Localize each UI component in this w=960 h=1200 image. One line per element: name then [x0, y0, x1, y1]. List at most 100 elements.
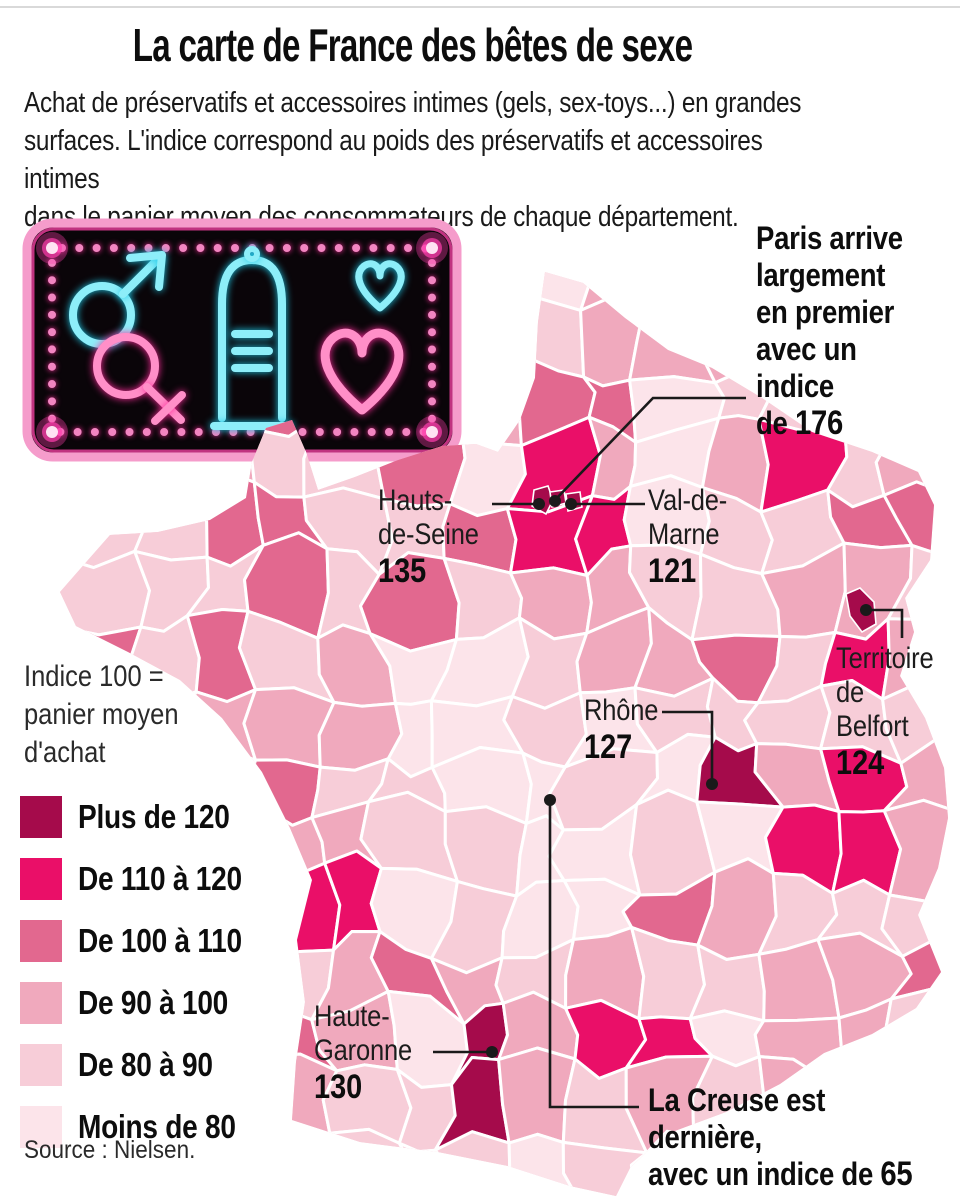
- department-cell: [120, 1060, 210, 1144]
- legend-note: Indice 100 = panier moyen d'achat: [24, 660, 179, 769]
- department-cell: [60, 818, 78, 876]
- legend-item: De 80 à 90: [20, 1044, 236, 1086]
- department-cell: [70, 733, 148, 826]
- department-cell: [954, 802, 960, 897]
- department-cell: [0, 928, 52, 1032]
- legend-label: De 100 à 110: [78, 922, 242, 959]
- department-cell: [64, 416, 135, 508]
- department-cell: [60, 872, 142, 955]
- page-subtitle: Achat de préservatifs et accessoires int…: [24, 87, 802, 233]
- department-cell: [243, 861, 342, 954]
- department-cell: [947, 1049, 948, 1133]
- department-cell: [119, 734, 200, 821]
- department-cell: [579, 272, 647, 312]
- department-cell: [112, 687, 198, 766]
- department-cell: [197, 1054, 271, 1137]
- department-cell: [60, 1012, 145, 1081]
- department-cell: [686, 272, 777, 311]
- department-cell: [60, 309, 72, 383]
- department-cell: [0, 861, 54, 953]
- department-cell: [622, 272, 706, 304]
- large-heart-icon: [320, 328, 404, 415]
- legend-item: Moins de 80: [20, 1106, 264, 1148]
- department-cell: [128, 478, 209, 562]
- department-cell: [943, 364, 948, 435]
- department-cell: [820, 305, 901, 377]
- department-cell: [60, 725, 83, 835]
- department-cell: [182, 873, 264, 941]
- department-cell: [247, 758, 322, 827]
- department-cell: [182, 357, 264, 433]
- department-cell: [757, 358, 846, 432]
- legend-label: De 80 à 90: [78, 1046, 213, 1083]
- legend-swatch: [20, 1044, 62, 1086]
- department-cell: [500, 272, 594, 312]
- department-cell: [60, 272, 118, 318]
- department-cell: [952, 609, 960, 680]
- department-cell: [954, 740, 960, 811]
- department-cell: [133, 934, 204, 1019]
- department-cell: [178, 804, 267, 896]
- department-cell: [827, 1119, 913, 1196]
- department-cell: [453, 355, 529, 448]
- department-cell: [62, 1059, 145, 1138]
- neon-sign: [22, 218, 462, 462]
- department-cell: [185, 420, 264, 484]
- department-cell: [197, 1119, 270, 1196]
- department-cell: [60, 675, 89, 747]
- department-cell: [769, 1123, 847, 1196]
- department-cell: [946, 272, 948, 314]
- connector-dots: [486, 495, 872, 1058]
- department-cell: [60, 272, 64, 318]
- legend-swatch: [20, 982, 62, 1024]
- source-note: Source : Nielsen.: [24, 1136, 196, 1164]
- department-cell: [200, 1001, 267, 1084]
- department-cell: [113, 293, 185, 383]
- department-cell: [631, 1184, 702, 1196]
- department-cell: [947, 666, 948, 746]
- legend-label: De 90 à 100: [78, 984, 229, 1021]
- department-cell: [135, 873, 197, 941]
- department-cell: [302, 414, 386, 501]
- department-cell: [882, 987, 948, 1082]
- department-cell: [751, 272, 834, 312]
- department-cell: [60, 1123, 75, 1196]
- department-cell: [377, 299, 457, 385]
- department-cell: [303, 272, 388, 317]
- department-cell: [373, 414, 467, 508]
- department-cell: [696, 1181, 778, 1196]
- department-cell: [60, 298, 130, 385]
- department-cell: [827, 1078, 913, 1131]
- department-cell: [314, 370, 395, 439]
- department-cell: [113, 272, 205, 311]
- legend-label: De 110 à 120: [78, 860, 242, 897]
- top-divider: [0, 6, 960, 8]
- connector-rhone: [662, 710, 714, 784]
- department-cell: [946, 285, 948, 382]
- legend-item: De 90 à 100: [20, 982, 255, 1024]
- department-cell: [60, 1114, 124, 1195]
- corner-bulbs-icon: [36, 232, 448, 448]
- legend-swatch: [20, 858, 62, 900]
- department-cell: [111, 1181, 201, 1196]
- department-cell: [164, 293, 261, 379]
- legend-swatch: [20, 1106, 62, 1148]
- legend-item: De 110 à 120: [20, 858, 271, 900]
- department-cell: [377, 272, 457, 321]
- connector-paris: [555, 396, 746, 500]
- department-cell: [943, 417, 948, 504]
- department-cell: [108, 1133, 216, 1196]
- legend-item: De 100 à 110: [20, 920, 271, 962]
- department-cell: [126, 1005, 210, 1084]
- department-cell: [112, 415, 203, 507]
- male-female-symbols-icon: [69, 251, 186, 425]
- department-cell: [430, 272, 529, 321]
- department-cell: [60, 812, 143, 895]
- department-cell: [760, 1180, 837, 1196]
- department-cell: [60, 1176, 122, 1196]
- department-cell: [947, 1119, 948, 1196]
- department-cell: [430, 289, 529, 385]
- connector-lines: [433, 396, 904, 1109]
- department-cell: [888, 363, 948, 438]
